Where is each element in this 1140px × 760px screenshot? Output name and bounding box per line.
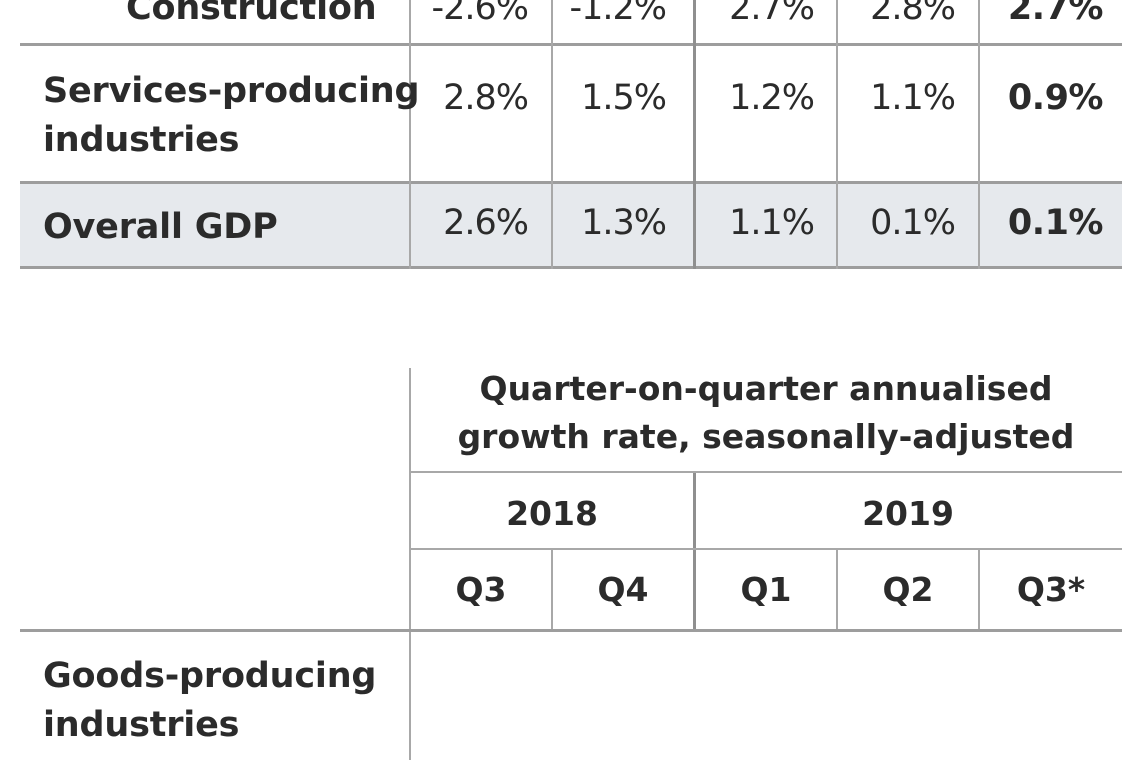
quarter-header: Q1 bbox=[740, 570, 792, 609]
column-divider bbox=[978, 550, 980, 630]
upper-table-bottom-rule bbox=[20, 266, 1122, 269]
value-cell: 0.9% bbox=[1007, 78, 1104, 118]
value-cell: 1.2% bbox=[729, 78, 815, 118]
overall-gdp-row-background bbox=[20, 184, 1122, 268]
column-divider bbox=[836, 0, 838, 269]
value-cell: 0.1% bbox=[1007, 203, 1104, 243]
value-cell: 1.5% bbox=[581, 78, 667, 118]
row-label: Services-producing bbox=[43, 71, 420, 111]
column-divider bbox=[409, 0, 411, 269]
value-cell: -1.2% bbox=[569, 0, 667, 28]
row-label: industries bbox=[43, 120, 240, 160]
table-title: Quarter-on-quarter annualised bbox=[479, 369, 1053, 408]
value-cell: 2.7% bbox=[1007, 0, 1104, 28]
table-title: growth rate, seasonally-adjusted bbox=[457, 417, 1075, 456]
upper-row-divider bbox=[20, 181, 1122, 184]
row-label: Goods-producing bbox=[43, 656, 377, 696]
row-label: industries bbox=[43, 705, 240, 745]
value-cell: 1.3% bbox=[581, 203, 667, 243]
header-divider bbox=[409, 471, 1122, 473]
quarter-header: Q2 bbox=[882, 570, 934, 609]
column-divider bbox=[551, 0, 553, 269]
value-cell: 2.6% bbox=[443, 203, 529, 243]
header-divider bbox=[409, 548, 1122, 550]
row-label: Construction bbox=[126, 0, 377, 28]
year-header: 2019 bbox=[862, 494, 954, 533]
quarter-header: Q3* bbox=[1016, 570, 1086, 609]
value-cell: 1.1% bbox=[870, 78, 956, 118]
value-cell: 0.1% bbox=[870, 203, 956, 243]
year-divider bbox=[693, 0, 696, 269]
value-cell: 1.1% bbox=[729, 203, 815, 243]
column-divider bbox=[551, 550, 553, 630]
row-label: Overall GDP bbox=[43, 207, 278, 247]
quarter-header: Q4 bbox=[597, 570, 649, 609]
upper-row-divider bbox=[20, 43, 1122, 46]
column-divider bbox=[409, 368, 411, 760]
value-cell: 2.7% bbox=[729, 0, 815, 28]
column-divider bbox=[978, 0, 980, 269]
header-bottom-rule bbox=[20, 629, 1122, 632]
year-header: 2018 bbox=[506, 494, 598, 533]
value-cell: 2.8% bbox=[870, 0, 956, 28]
value-cell: -2.6% bbox=[431, 0, 529, 28]
value-cell: 2.8% bbox=[443, 78, 529, 118]
quarter-header: Q3 bbox=[455, 570, 507, 609]
column-divider bbox=[836, 550, 838, 630]
year-divider bbox=[693, 473, 696, 630]
